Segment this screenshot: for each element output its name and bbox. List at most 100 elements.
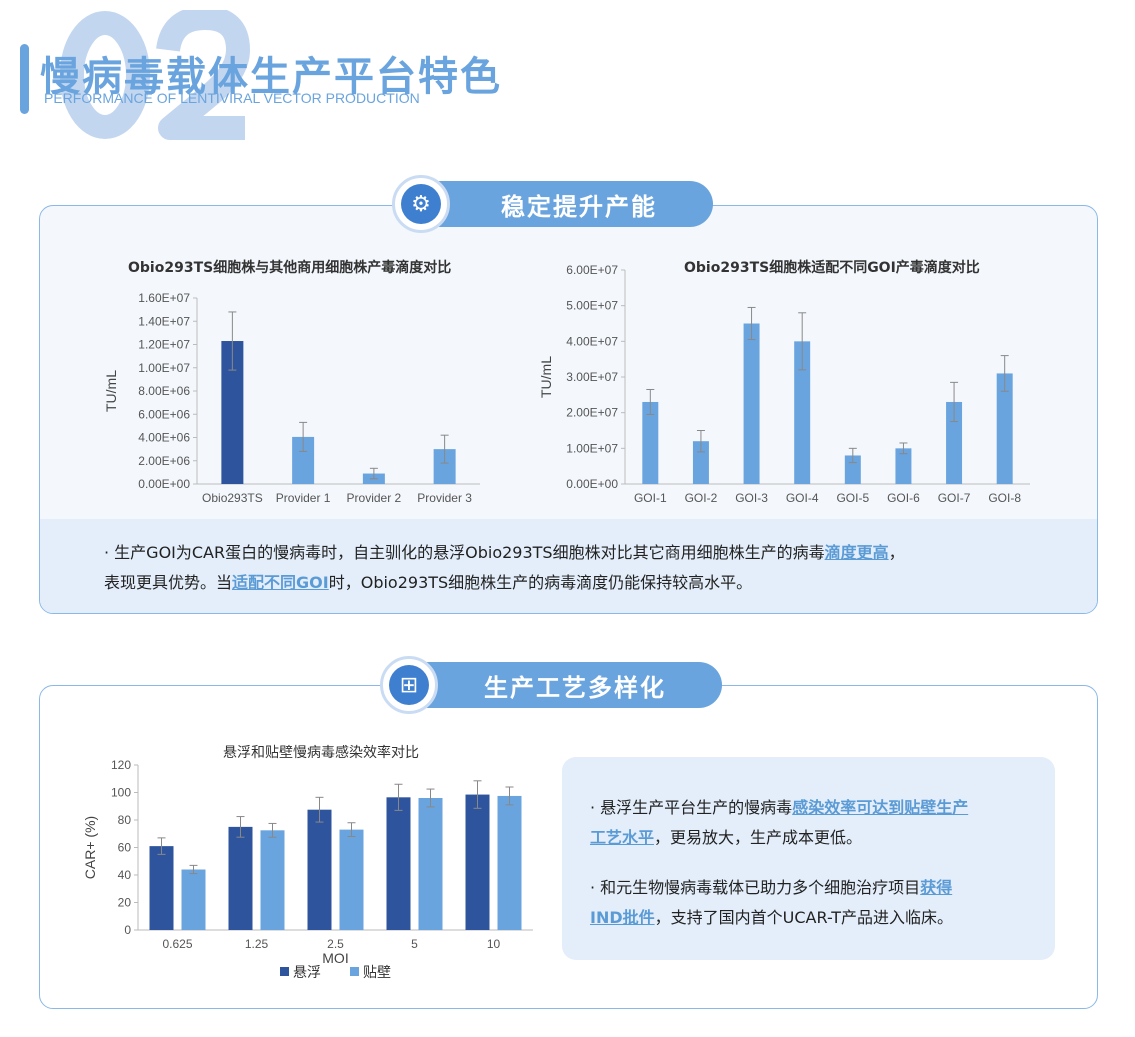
y-tick-label: 120 [111, 758, 131, 772]
x-tick-label: GOI-3 [735, 491, 768, 505]
x-tick-label: GOI-6 [887, 491, 920, 505]
y-tick-label: 1.40E+07 [138, 314, 190, 328]
y-tick-label: 4.00E+06 [138, 431, 190, 445]
x-tick-label: 5 [411, 937, 418, 951]
bar [260, 830, 285, 930]
text: ，支持了国内首个UCAR-T产品进入临床。 [654, 908, 954, 927]
section2-icon-badge: ⊞ [380, 656, 438, 714]
bar [307, 809, 332, 930]
text: · 生产GOI为CAR蛋白的慢病毒时，自主驯化的悬浮Obio293TS细胞株对比… [104, 543, 825, 562]
bar [642, 401, 659, 484]
bullet-2: · 和元生物慢病毒载体已助力多个细胞治疗项目获得 IND批件，支持了国内首个UCA… [590, 873, 1040, 933]
y-tick-label: 40 [118, 868, 132, 882]
bar [946, 401, 963, 484]
y-tick-label: 0 [124, 923, 131, 937]
text: · 悬浮生产平台生产的慢病毒 [590, 798, 793, 817]
page-title: 慢病毒载体生产平台特色 [40, 54, 502, 100]
y-axis-label: TU/mL [103, 370, 119, 412]
legend-label: 贴壁 [363, 965, 391, 981]
highlight-link-higher-titer[interactable]: 滴度更高 [824, 543, 889, 562]
highlight-link-ind[interactable]: IND批件 [590, 908, 655, 927]
y-tick-label: 20 [118, 896, 132, 910]
bar [465, 794, 490, 930]
chart1-title: Obio293TS细胞株与其他商用细胞株产毒滴度对比 [128, 260, 452, 276]
y-tick-label: 2.00E+07 [566, 406, 618, 420]
bar [497, 795, 522, 930]
y-axis-label: CAR+ (%) [82, 816, 98, 879]
text: 时，Obio293TS细胞株生产的病毒滴度仍能保持较高水平。 [328, 573, 753, 592]
x-tick-label: 2.5 [327, 937, 344, 951]
x-tick-label: Provider 1 [276, 491, 331, 505]
legend-label: 悬浮 [293, 965, 321, 981]
y-tick-label: 0.00E+00 [138, 477, 190, 491]
x-tick-label: 0.625 [162, 937, 192, 951]
page-subtitle: PERFORMANCE OF LENTIVIRAL VECTOR PRODUCT… [44, 90, 420, 106]
x-tick-label: 10 [487, 937, 501, 951]
y-tick-label: 8.00E+06 [138, 384, 190, 398]
y-axis-label: TU/mL [538, 356, 554, 398]
section1-description: · 生产GOI为CAR蛋白的慢病毒时，自主驯化的悬浮Obio293TS细胞株对比… [104, 538, 1084, 598]
text: ，更易放大，生产成本更低。 [654, 828, 863, 847]
bar [386, 797, 411, 930]
x-tick-label: Provider 2 [347, 491, 402, 505]
text: · 和元生物慢病毒载体已助力多个细胞治疗项目 [590, 878, 921, 897]
bar [794, 341, 811, 484]
highlight-link-process-level[interactable]: 工艺水平 [590, 828, 655, 847]
x-tick-label: GOI-5 [836, 491, 869, 505]
y-tick-label: 4.00E+07 [566, 334, 618, 348]
bar [292, 436, 315, 484]
gear-icon: ⚙ [401, 184, 441, 224]
section2-header-pill: 生产工艺多样化 [398, 662, 722, 708]
section1-header-pill: 稳定提升产能 [405, 181, 713, 227]
highlight-link-obtain[interactable]: 获得 [920, 878, 953, 897]
bar [996, 373, 1013, 484]
title-accent-bar [20, 44, 29, 114]
y-tick-label: 3.00E+07 [566, 370, 618, 384]
y-tick-label: 5.00E+07 [566, 299, 618, 313]
text: 表现更具优势。当 [104, 573, 233, 592]
chart3-title: 悬浮和贴壁慢病毒感染效率对比 [223, 745, 419, 761]
y-tick-label: 1.60E+07 [138, 291, 190, 305]
section2-text-panel: · 悬浮生产平台生产的慢病毒感染效率可达到贴壁生产工艺水平，更易放大，生产成本更… [562, 757, 1055, 960]
x-tick-label: GOI-2 [685, 491, 718, 505]
x-tick-label: GOI-4 [786, 491, 819, 505]
section1-icon-badge: ⚙ [392, 175, 450, 233]
highlight-link-different-goi[interactable]: 适配不同GOI [232, 573, 329, 592]
x-tick-label: Provider 3 [417, 491, 472, 505]
bullet-1: · 悬浮生产平台生产的慢病毒感染效率可达到贴壁生产工艺水平，更易放大，生产成本更… [590, 793, 1040, 853]
text: ， [888, 543, 905, 562]
section1-text-band [40, 519, 1097, 613]
bar [149, 846, 174, 930]
y-tick-label: 1.20E+07 [138, 338, 190, 352]
bar [895, 448, 912, 484]
y-tick-label: 6.00E+06 [138, 407, 190, 421]
y-tick-label: 1.00E+07 [138, 361, 190, 375]
bar [228, 826, 253, 930]
x-tick-label: GOI-8 [988, 491, 1021, 505]
network-icon: ⊞ [389, 665, 429, 705]
highlight-link-efficiency[interactable]: 感染效率可达到贴壁生产 [792, 798, 969, 817]
legend-swatch [280, 967, 289, 976]
section-number-graphic [60, 10, 250, 140]
y-tick-label: 6.00E+07 [566, 263, 618, 277]
y-tick-label: 80 [118, 813, 132, 827]
y-tick-label: 0.00E+00 [566, 477, 618, 491]
chart2-title: Obio293TS细胞株适配不同GOI产毒滴度对比 [684, 260, 980, 276]
bar [221, 341, 244, 484]
bar [181, 869, 206, 930]
numeral-two-shape [156, 10, 250, 140]
y-tick-label: 1.00E+07 [566, 441, 618, 455]
bar [339, 829, 364, 930]
y-tick-label: 100 [111, 786, 131, 800]
legend-swatch [350, 967, 359, 976]
bar [433, 449, 456, 484]
numeral-zero-shape [60, 11, 150, 139]
x-tick-label: Obio293TS [202, 491, 263, 505]
x-tick-label: 1.25 [245, 937, 269, 951]
bar [418, 798, 443, 930]
x-tick-label: GOI-7 [938, 491, 971, 505]
y-tick-label: 60 [118, 841, 132, 855]
bar [743, 323, 760, 484]
x-axis-label: MOI [322, 950, 348, 966]
